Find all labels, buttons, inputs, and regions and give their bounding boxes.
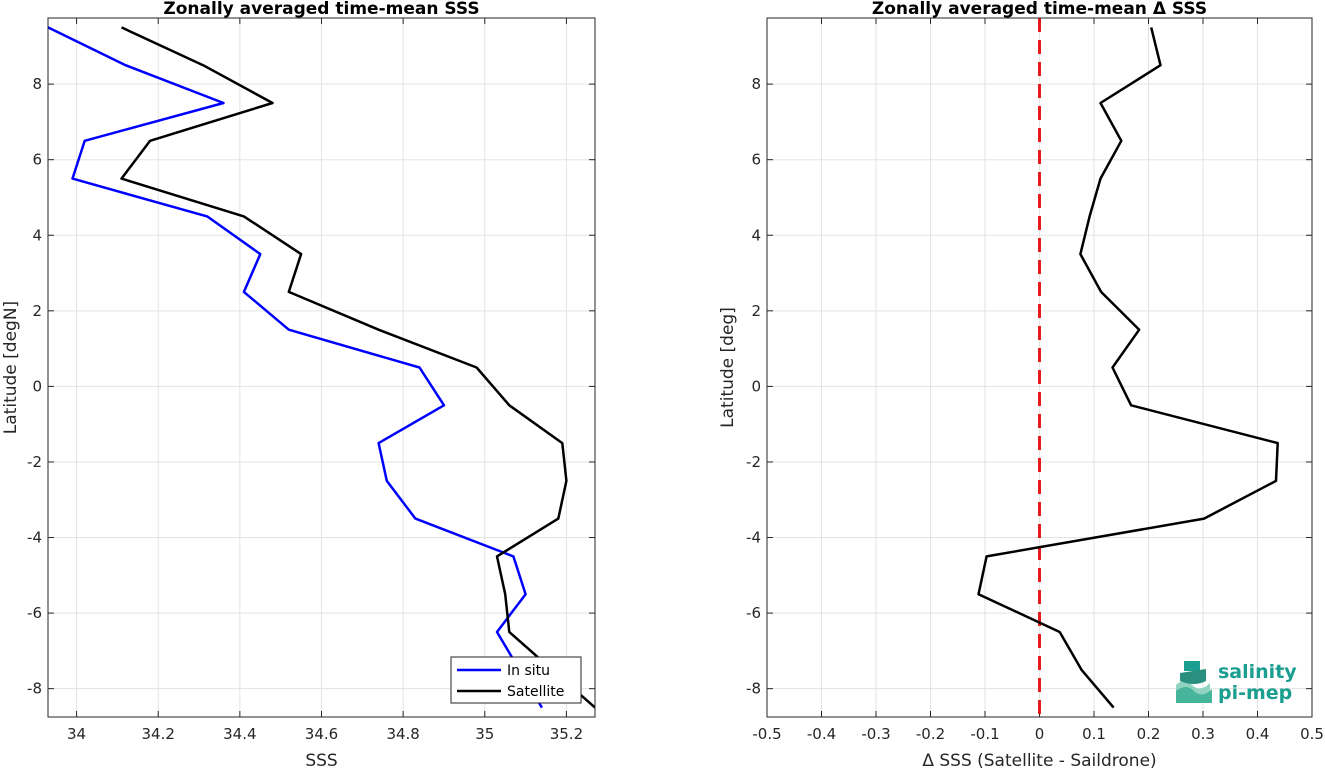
delta-y-axis-label: Latitude [deg] (718, 307, 738, 428)
sss-xtick-label: 35 (475, 725, 494, 743)
delta-chart-title: Zonally averaged time-mean Δ SSS (872, 0, 1207, 19)
delta-xtick-label: -0.5 (752, 725, 781, 743)
chart-delta-sss: -0.5 -0.4 -0.3 -0.2 -0.1 0 0.1 0.2 0.3 0.4 0.5 -8 -6… (718, 0, 1324, 769)
delta-xtick-label: 0.3 (1191, 725, 1215, 743)
chart-sss: 34 34.2 34.4 34.6 34.8 35 35.2 -8 -6 -4 -2 0 2 4 6 8 Zon… (1, 0, 596, 769)
delta-ytick-label: -6 (746, 604, 761, 622)
sss-ytick-label: -8 (27, 680, 42, 698)
legend-label-satellite: Satellite (507, 684, 564, 700)
sss-axes-frame (47, 17, 596, 718)
sss-x-axis-label: SSS (305, 751, 337, 769)
sss-ytick-label: -2 (27, 453, 42, 471)
delta-xtick-label: -0.3 (861, 725, 890, 743)
sss-ytick-label: -4 (27, 529, 42, 547)
sss-xtick-label: 34.6 (305, 725, 338, 743)
delta-axes-frame (766, 17, 1313, 718)
sss-xtick-label: 34.2 (142, 725, 175, 743)
sss-ytick-label: -6 (27, 604, 42, 622)
sss-xtick-label: 34.4 (223, 725, 256, 743)
delta-ytick-label: -4 (746, 529, 761, 547)
legend-label-in-situ: In situ (507, 663, 550, 679)
sss-series-line-satellite (120, 26, 595, 709)
sss-xtick-label: 35.2 (550, 725, 583, 743)
sss-xtick-label: 34 (67, 725, 86, 743)
delta-series-line-series-0 (977, 27, 1279, 709)
logo-line2: pi-mep (1218, 682, 1292, 704)
sss-ytick-label: 0 (32, 377, 42, 395)
delta-x-axis-label: Δ SSS (Satellite - Saildrone) (922, 751, 1156, 769)
sss-xtick-label: 34.8 (386, 725, 419, 743)
sss-ytick-label: 2 (32, 302, 42, 320)
delta-ytick-label: 0 (751, 377, 761, 395)
sss-ytick-label: 8 (32, 75, 42, 93)
delta-ytick-label: 2 (751, 302, 761, 320)
legend-box (450, 656, 582, 704)
sss-y-axis-label: Latitude [degN] (1, 301, 21, 434)
delta-ytick-label: 6 (751, 151, 761, 169)
salinity-pi-mep-logo: salinity pi-mep (1176, 657, 1306, 707)
delta-ytick-label: -2 (746, 453, 761, 471)
sss-legend: In situ Satellite (450, 656, 582, 704)
delta-xtick-label: -0.2 (916, 725, 945, 743)
delta-ytick-label: 4 (751, 226, 761, 244)
delta-xtick-label: 0.5 (1300, 725, 1324, 743)
delta-xtick-label: 0 (1035, 725, 1045, 743)
delta-xtick-label: -0.1 (970, 725, 999, 743)
delta-xtick-label: 0.2 (1137, 725, 1161, 743)
logo-line1: salinity (1218, 661, 1297, 683)
delta-ytick-label: 8 (751, 75, 761, 93)
delta-xtick-label: 0.1 (1082, 725, 1106, 743)
delta-xtick-label: -0.4 (807, 725, 836, 743)
sss-series-line-in-situ (48, 26, 543, 709)
delta-ytick-label: -8 (746, 680, 761, 698)
delta-xtick-label: 0.4 (1246, 725, 1270, 743)
sss-ytick-label: 4 (32, 226, 42, 244)
sss-chart-title: Zonally averaged time-mean SSS (163, 0, 479, 19)
sss-ytick-label: 6 (32, 151, 42, 169)
